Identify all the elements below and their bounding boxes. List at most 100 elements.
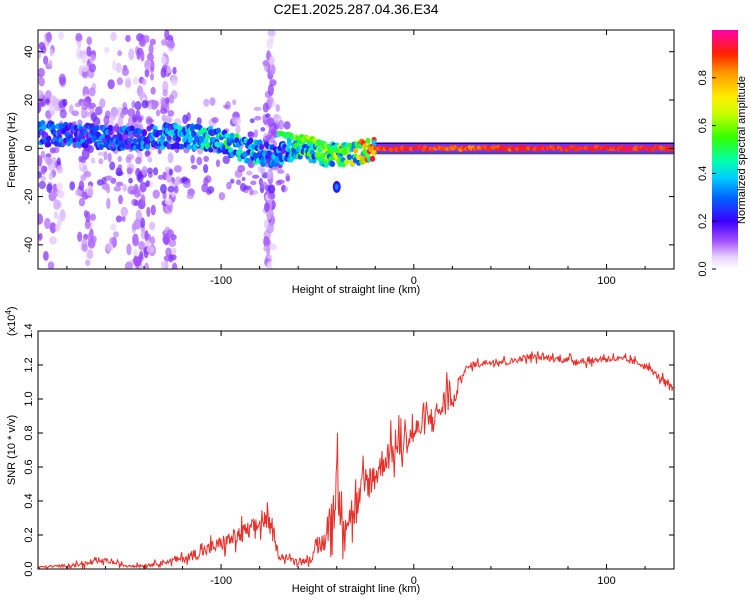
spectrogram-noise-cell: [155, 109, 161, 117]
spectrogram-noise-cell: [117, 50, 123, 57]
spectrogram-noise-cell: [38, 213, 44, 225]
spectrogram-noise-cell: [59, 77, 66, 85]
spectrogram-noise-cell: [132, 238, 140, 247]
spectrogram-noise-cell: [136, 49, 141, 61]
y-tick-label: 0.8: [23, 425, 35, 440]
spectrogram-noise-cell: [133, 188, 141, 198]
spectrogram-noise-cell: [285, 175, 290, 182]
spectrogram-noise-cell: [144, 68, 150, 78]
spectrogram-noise-cell: [48, 172, 54, 181]
spectrogram-noise-cell: [167, 185, 175, 193]
spectrogram-noise-cell: [171, 262, 178, 269]
spectrogram-noise-cell: [137, 116, 143, 123]
spectrogram-noise-cell: [105, 242, 114, 252]
spectrogram-noise-cell: [266, 260, 273, 269]
spectrogram-noise-cell: [165, 96, 170, 104]
spectrogram-noise-cell: [152, 167, 159, 176]
spectrogram-noise-cell: [264, 202, 270, 213]
spectrogram-secondary-cell: [342, 149, 348, 155]
snr-y-label: SNR (10 * v/v): [6, 415, 18, 485]
spectrogram-noise-cell: [191, 164, 198, 170]
x-tick-label: 0: [411, 275, 417, 287]
spectrogram-noise-cell: [90, 157, 96, 164]
spectrogram-x-ticks: -100 0 100: [66, 30, 646, 287]
spectrogram-ridge-cell: [362, 148, 368, 155]
spectrogram-ridge-cell: [371, 149, 377, 156]
spectrogram-noise-cell: [168, 238, 177, 247]
spectrogram-noise-cell: [144, 60, 151, 70]
spectrogram-noise-cell: [38, 171, 42, 179]
spectrogram-noise-cell: [48, 59, 53, 68]
spectrogram-noise-cell: [170, 74, 178, 84]
spectrogram-noise-cell: [53, 211, 58, 219]
spectrogram-ridge-cell: [93, 125, 100, 132]
spectrogram-noise-cell: [160, 183, 167, 194]
spectrogram-noise-cell: [56, 157, 61, 166]
spectrogram-noise-cell: [50, 95, 58, 107]
spectrogram-noise-cell: [267, 96, 274, 104]
spectrogram-noise-cell: [97, 151, 105, 157]
x-tick-label: -100: [210, 575, 232, 587]
spectrogram-noise-cell: [38, 101, 46, 108]
spectrogram-noise-cell: [40, 175, 46, 183]
spectrogram-ridge-cell: [266, 150, 272, 157]
spectrogram-noise-cell: [115, 62, 122, 73]
spectrogram-noise-cell: [160, 96, 166, 107]
spectrogram-noise-cell: [241, 176, 246, 182]
colorbar-tick-label: 0.8: [697, 70, 709, 85]
spectrogram-noise-cell: [38, 77, 45, 87]
spectrogram-noise-cell: [95, 106, 103, 116]
x-tick-label: 100: [597, 275, 615, 287]
spectrogram-noise-cell: [56, 165, 64, 174]
spectrogram-noise-cell: [157, 174, 164, 180]
spectrogram-noise-cell: [243, 185, 252, 190]
spectrogram-noise-cell: [218, 192, 226, 201]
spectrogram-ridge-cell: [369, 155, 376, 162]
spectrogram-noise-cell: [263, 219, 269, 229]
spectrogram-noise-cell: [183, 181, 191, 189]
spectrogram-noise-cell: [163, 233, 170, 246]
spectrogram-noise-cell: [120, 206, 128, 217]
spectrogram-noise-cell: [140, 217, 146, 229]
spectrogram-noise-cell: [87, 238, 96, 249]
spectrogram-ridge-cell: [107, 129, 114, 136]
spectrogram-noise-cell: [237, 164, 246, 173]
colorbar-tick-label: 0.0: [697, 261, 709, 276]
spectrogram-noise-cell: [235, 124, 241, 134]
colorbar-tick-label: 0.4: [697, 166, 709, 181]
spectrogram-ridge-cell: [248, 137, 254, 144]
spectrogram-ridge-cell: [75, 140, 81, 147]
spectrogram-ridge-cell: [191, 130, 197, 137]
spectrogram-noise-cell: [167, 34, 174, 42]
spectrogram-noise-cell: [103, 151, 108, 161]
spectrogram-noise-cell: [251, 174, 260, 179]
spectrogram-ridge-cell: [329, 160, 336, 167]
spectrogram-noise-cell: [168, 168, 173, 176]
spectrogram-noise-cell: [43, 251, 49, 261]
spectrogram-noise-cell: [169, 254, 177, 261]
spectrogram-noise-cell: [146, 52, 154, 62]
spectrogram-noise-cell: [167, 152, 174, 164]
spectrogram-noise-cell: [118, 194, 123, 205]
spectrogram-ridge-cell: [112, 125, 118, 132]
spectrogram-noise-cell: [81, 64, 89, 72]
spectrogram-noise-cell: [125, 156, 132, 164]
spectrogram-noise-cell: [232, 112, 240, 118]
snr-series-line: [38, 351, 674, 569]
spectrogram-noise-cell: [137, 173, 144, 183]
spectrogram-noise-cell: [78, 197, 86, 207]
spectrogram-ridge-cell: [189, 125, 195, 132]
spectrogram-noise-cell: [141, 78, 147, 86]
spectrogram-noise-cell: [45, 153, 52, 158]
spectrogram-noise-cell: [126, 167, 133, 175]
spectrogram-ridge-cell: [353, 147, 359, 154]
colorbar-tick-label: 0.6: [697, 118, 709, 133]
spectrogram-noise-cell: [173, 165, 182, 173]
y-tick-label: 0.2: [23, 527, 35, 542]
spectrogram-noise-cell: [113, 231, 119, 238]
snr-scale-label: (x104): [4, 306, 18, 336]
spectrogram-noise-cell: [75, 188, 83, 197]
spectrogram-frame: [37, 29, 675, 270]
colorbar-gradient: [712, 30, 738, 269]
y-tick-label: 0.0: [23, 561, 35, 576]
